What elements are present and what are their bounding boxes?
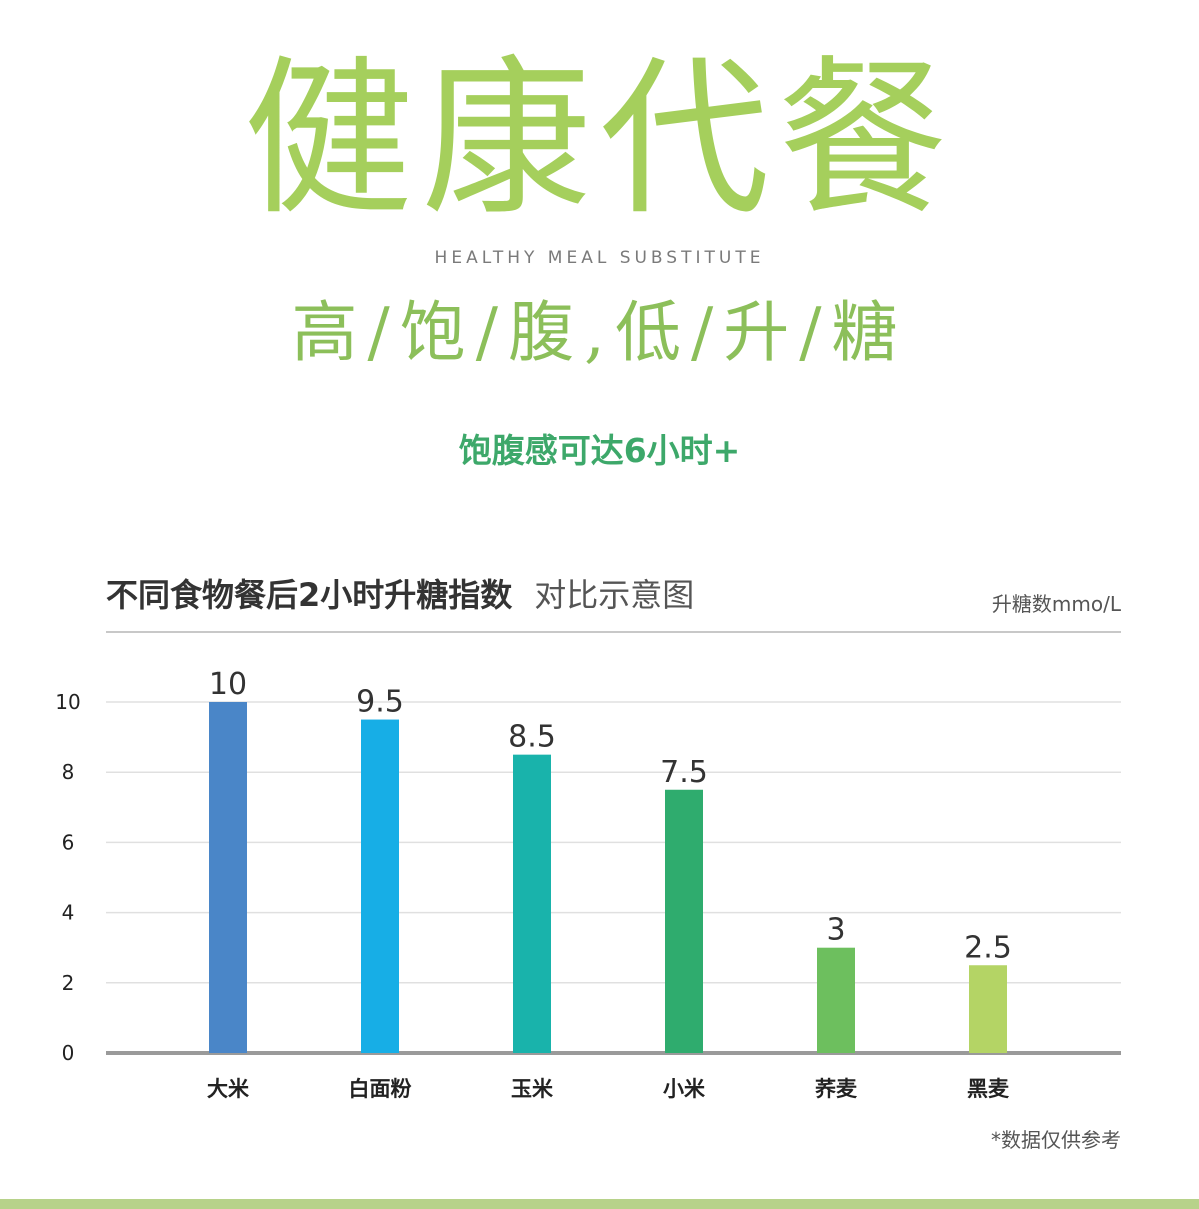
bar [665,789,703,1053]
x-category-label: 黑麦 [967,1077,1010,1101]
data-note: *数据仅供参考 [991,1128,1121,1152]
bar [209,702,247,1053]
x-category-label: 大米 [207,1077,250,1101]
slogan: 高/饱/腹,低/升/糖 [291,294,908,371]
y-tick-label: 8 [62,760,75,784]
y-tick-label: 0 [62,1041,75,1065]
y-axis-unit-label: 升糖数mmo/L [991,592,1121,616]
y-tick-label: 6 [62,830,75,854]
tagline: 饱腹感可达6小时+ [458,431,741,470]
x-category-label: 荞麦 [815,1077,858,1101]
y-tick-label: 10 [55,690,80,714]
x-category-label: 白面粉 [349,1077,412,1101]
data-label: 3 [826,913,845,948]
data-label: 10 [209,667,247,702]
bar [513,754,551,1053]
data-label: 2.5 [964,930,1012,965]
english-subtitle: HEALTHY MEAL SUBSTITUTE [434,248,765,268]
data-label: 9.5 [356,685,404,720]
y-tick-label: 4 [62,901,75,925]
chart-subtitle: 对比示意图 [534,576,695,614]
headline: 健康代餐 [243,41,956,239]
bar [969,965,1007,1053]
bar [361,719,399,1053]
chart-title: 不同食物餐后2小时升糖指数 [106,576,513,614]
bottom-accent-bar [0,1199,1199,1209]
x-category-label: 小米 [663,1077,706,1101]
data-label: 8.5 [508,720,556,755]
y-tick-label: 2 [62,971,75,995]
x-category-label: 玉米 [511,1077,554,1101]
chart-title-group: 不同食物餐后2小时升糖指数 对比示意图 [106,570,694,616]
data-label: 7.5 [660,755,708,790]
bar [817,947,855,1053]
